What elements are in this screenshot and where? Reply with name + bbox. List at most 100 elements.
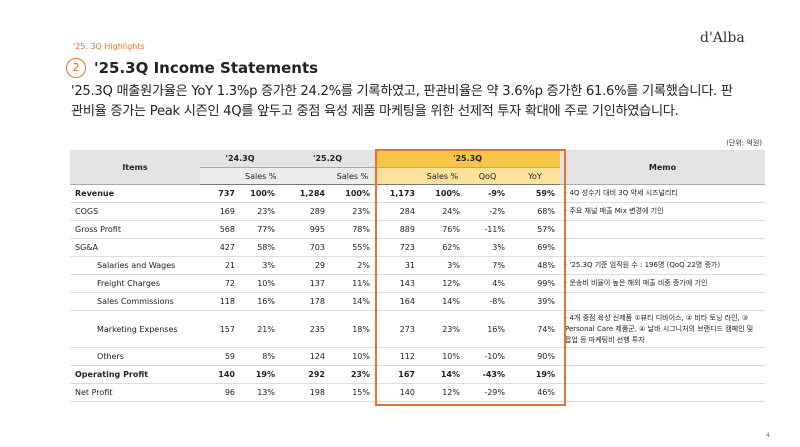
value-cell: 99%	[510, 274, 560, 293]
value-cell: 23%	[330, 202, 375, 221]
memo-cell	[560, 383, 765, 402]
section-label: '25. 3Q Highlights	[73, 42, 145, 51]
value-cell: 140	[375, 383, 420, 402]
value-cell: 68%	[510, 202, 560, 221]
value-cell: -8%	[465, 292, 510, 311]
value-cell: 118	[200, 292, 240, 311]
value-cell: 8%	[240, 347, 280, 366]
value-cell: -43%	[465, 365, 510, 384]
value-cell: 2%	[330, 256, 375, 275]
value-cell: 723	[375, 238, 420, 257]
value-cell: 48%	[510, 256, 560, 275]
section-number: 2	[66, 58, 86, 78]
header-cell: Sales %	[240, 167, 280, 185]
value-cell: 889	[375, 220, 420, 239]
value-cell: 15%	[330, 383, 375, 402]
value-cell: -2%	[465, 202, 510, 221]
value-cell: 289	[280, 202, 330, 221]
value-cell: 16%	[240, 292, 280, 311]
memo-cell: · 4Q 성수기 대비 3Q 약세 시즈널리티	[560, 184, 765, 203]
value-cell: 10%	[330, 347, 375, 366]
value-cell: 568	[200, 220, 240, 239]
value-cell: 29	[280, 256, 330, 275]
value-cell: 100%	[240, 184, 280, 203]
value-cell: -29%	[465, 383, 510, 402]
value-cell: 284	[375, 202, 420, 221]
value-cell: 12%	[420, 274, 465, 293]
memo-cell	[560, 292, 765, 311]
table-row: Net Profit 96 13% 198 15% 140 12% -29% 46%	[70, 383, 765, 402]
table-row: Operating Profit 140 19% 292 23% 167 14% -43% 19…	[70, 365, 765, 384]
unit-note: (단위: 억원)	[726, 139, 762, 147]
item-cell: Operating Profit	[70, 365, 200, 384]
value-cell: 164	[375, 292, 420, 311]
value-cell: 995	[280, 220, 330, 239]
value-cell: -11%	[465, 220, 510, 239]
title: '25.3Q Income Statements	[94, 59, 319, 77]
value-cell: 24%	[420, 202, 465, 221]
item-cell: Gross Profit	[70, 220, 200, 239]
table-row: Marketing Expenses 157 21% 235 18% 273 23% 16% 7…	[70, 310, 765, 348]
value-cell: 23%	[240, 202, 280, 221]
value-cell: 76%	[420, 220, 465, 239]
item-cell: Freight Charges	[70, 274, 200, 293]
value-cell: 55%	[330, 238, 375, 257]
value-cell: 19%	[240, 365, 280, 384]
item-cell: Net Profit	[70, 383, 200, 402]
value-cell: 273	[375, 310, 420, 348]
value-cell: 3%	[240, 256, 280, 275]
value-cell: 57%	[510, 220, 560, 239]
value-cell: 7%	[465, 256, 510, 275]
header-cell: '25.2Q	[280, 150, 375, 168]
value-cell: 4%	[465, 274, 510, 293]
memo-cell: · 4개 중점 육성 신제품 ①뷰티 디바이스, ② 비타 토닝 라인, ③ P…	[560, 310, 765, 348]
value-cell: 178	[280, 292, 330, 311]
value-cell: 137	[280, 274, 330, 293]
table-row: SG&A 427 58% 703 55% 723 62% 3% 69%	[70, 238, 765, 257]
memo-cell	[560, 238, 765, 257]
value-cell: 59%	[510, 184, 560, 203]
table-row: Others 59 8% 124 10% 112 10% -10% 90%	[70, 347, 765, 366]
header-cell: QoQ	[465, 167, 510, 185]
value-cell: 157	[200, 310, 240, 348]
value-cell: 12%	[420, 383, 465, 402]
paragraph-line: '25.3Q 매출원가율은 YoY 1.3%p 증가한 24.2%를 기록하였고…	[71, 84, 733, 99]
table-row: Freight Charges 72 10% 137 11% 143 12% 4% 99% · 운…	[70, 274, 765, 293]
value-cell: 14%	[330, 292, 375, 311]
value-cell: 46%	[510, 383, 560, 402]
header-cell	[375, 167, 420, 185]
table-row: Revenue 737 100% 1,284 100% 1,173 100% -9% 59% · …	[70, 184, 765, 203]
value-cell: 3%	[465, 238, 510, 257]
value-cell: 58%	[240, 238, 280, 257]
value-cell: 39%	[510, 292, 560, 311]
table-row: Salaries and Wages 21 3% 29 2% 31 3% 7% 48% · '25…	[70, 256, 765, 275]
value-cell: -9%	[465, 184, 510, 203]
value-cell: 31	[375, 256, 420, 275]
value-cell: 112	[375, 347, 420, 366]
item-cell: Others	[70, 347, 200, 366]
value-cell: 1,284	[280, 184, 330, 203]
value-cell: 14%	[420, 292, 465, 311]
value-cell: 1,173	[375, 184, 420, 203]
value-cell: 90%	[510, 347, 560, 366]
table-row: Sales Commissions 118 16% 178 14% 164 14% -8% 39…	[70, 292, 765, 311]
memo-cell	[560, 220, 765, 239]
header-cell: '24.3Q	[200, 150, 280, 168]
header-cell: Sales %	[330, 167, 375, 185]
value-cell: 62%	[420, 238, 465, 257]
value-cell: 18%	[330, 310, 375, 348]
value-cell: 59	[200, 347, 240, 366]
memo-cell	[560, 365, 765, 384]
value-cell: 77%	[240, 220, 280, 239]
value-cell: 21	[200, 256, 240, 275]
value-cell: 23%	[330, 365, 375, 384]
memo-cell: · '25.3Q 기준 임직원 수 : 196명 (QoQ 22명 증가)	[560, 256, 765, 275]
value-cell: 292	[280, 365, 330, 384]
logo: d'Alba	[700, 30, 745, 46]
value-cell: 11%	[330, 274, 375, 293]
value-cell: 74%	[510, 310, 560, 348]
value-cell: 10%	[420, 347, 465, 366]
value-cell: 235	[280, 310, 330, 348]
header-cell: YoY	[510, 167, 560, 185]
